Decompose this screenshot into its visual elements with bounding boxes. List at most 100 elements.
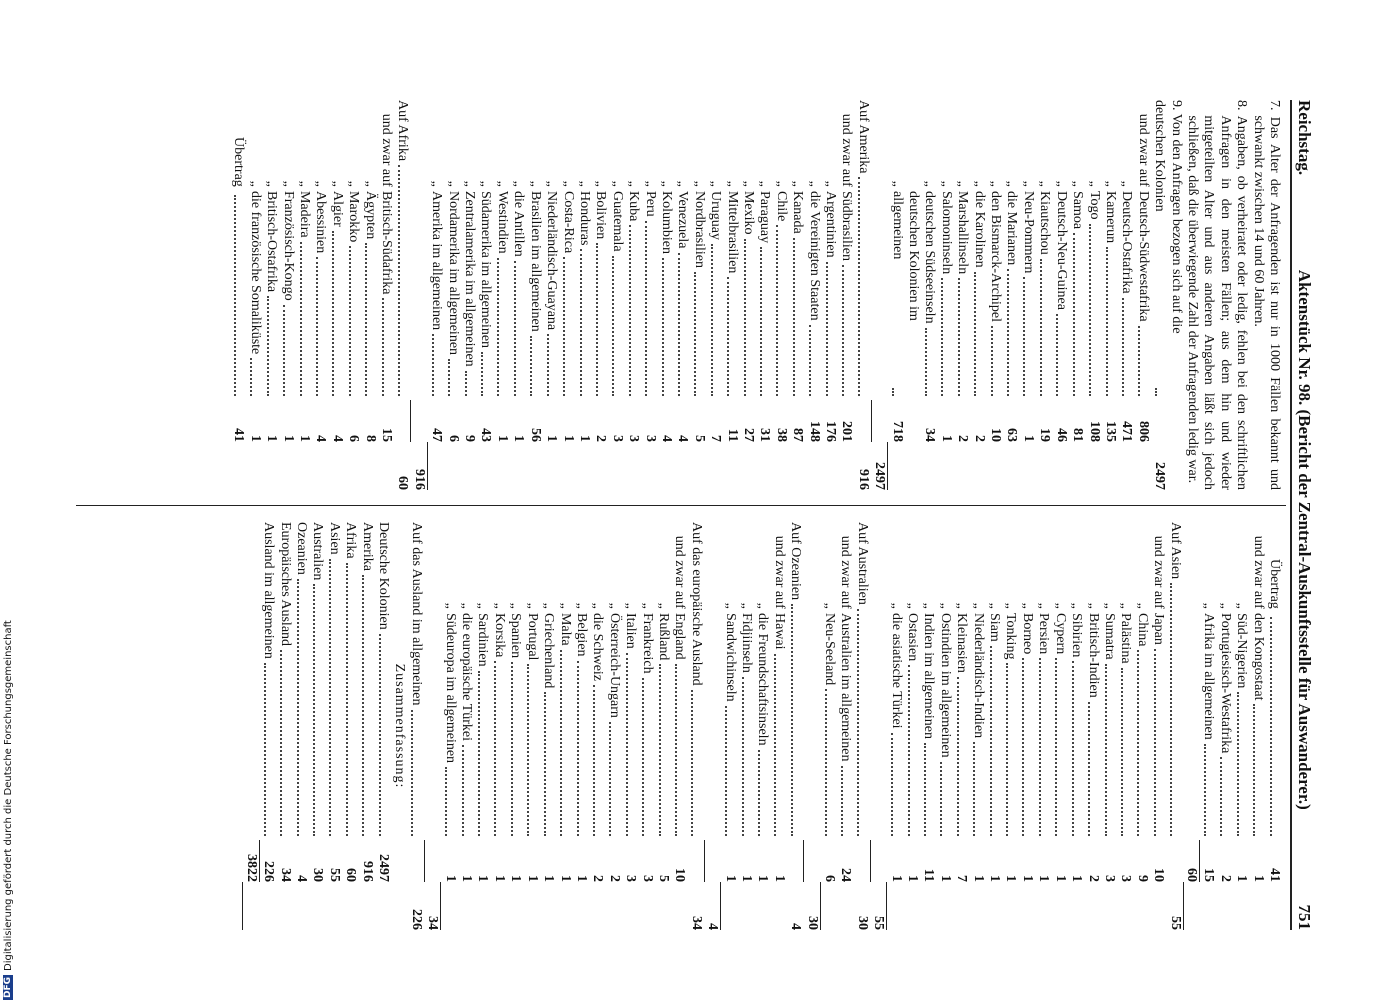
entry-row: „ Indien im allgemeinen 11	[920, 522, 936, 930]
entry-prefix: „	[1086, 180, 1102, 187]
dot-leader	[691, 689, 694, 836]
entry-row: Ausland im allgemeinen 226	[260, 522, 276, 930]
inner-number: 718	[889, 421, 905, 442]
dot-leader	[907, 665, 910, 836]
entry-prefix: „	[362, 180, 378, 187]
entry-label: Algier	[329, 190, 345, 227]
entry-label: Niederländisch-Indien	[970, 612, 986, 739]
entry-prefix: „	[675, 180, 691, 187]
dot-leader	[1007, 269, 1010, 396]
inner-number: 1	[544, 435, 560, 442]
inner-number: 2	[1085, 875, 1101, 882]
entry-prefix: „	[1134, 602, 1150, 609]
entry-row: und zwar auf Deutsch-Südwestafrika 806	[1134, 100, 1151, 490]
entry-prefix: „	[691, 180, 707, 187]
inner-number: 1	[459, 875, 475, 882]
entry-prefix: „	[757, 180, 773, 187]
dot-leader	[563, 257, 566, 396]
entry-prefix: „	[739, 602, 754, 609]
dot-leader	[299, 241, 302, 396]
entry-label: Auf das europäische Ausland	[688, 522, 704, 686]
inner-number	[410, 400, 412, 442]
entry-label: Rußland	[655, 612, 671, 661]
entry-prefix: „	[491, 602, 507, 609]
entry-label: die Vereinigten Staaten	[806, 190, 822, 321]
entry-prefix: „	[313, 180, 329, 187]
entry-row: „ Kiautschou 19	[1036, 100, 1052, 490]
dot-leader	[348, 246, 351, 396]
entry-label: Fidjiinseln	[739, 612, 754, 673]
dot-leader	[595, 243, 598, 396]
dot-leader	[365, 243, 368, 396]
entry-prefix: „	[954, 602, 970, 609]
entry-row: „ die Schweiz 2	[589, 522, 605, 930]
outer-number: 4	[788, 923, 804, 930]
entry-label: Ozeanien	[294, 522, 310, 575]
inner-number: 148	[806, 421, 822, 442]
inner-number: 1	[1234, 875, 1250, 882]
dot-leader	[989, 645, 992, 836]
dot-leader	[280, 650, 283, 836]
dot-leader	[625, 652, 628, 836]
inner-number	[869, 840, 871, 882]
inner-number: 27	[741, 428, 756, 442]
inner-number: 34	[922, 428, 938, 442]
entry-prefix: „	[623, 602, 639, 609]
entry-row: „ Venezuela 4	[674, 100, 690, 490]
entry-prefix: und zwar auf	[1151, 535, 1167, 609]
inner-number: 1	[1019, 875, 1035, 882]
entry-prefix: „	[938, 180, 954, 187]
entry-label: Britisch-Indien	[1085, 612, 1101, 698]
entry-row: „ Uruguay 7	[707, 100, 723, 490]
inner-number: 1	[905, 875, 921, 882]
dot-leader	[510, 662, 513, 836]
inner-number: 24	[838, 868, 854, 882]
entry-label: Ägypten	[362, 190, 378, 240]
entry-row: „ Abessinien 4	[312, 100, 328, 490]
inner-number: 1	[1250, 875, 1266, 882]
dot-leader	[296, 578, 299, 836]
entry-row: „ Frankreich 3	[638, 522, 655, 930]
sum-row: 4	[703, 522, 722, 930]
entry-label: Deutsch-Ostafrika	[1119, 190, 1135, 294]
entry-prefix: „	[459, 602, 475, 609]
outer-number: 916	[410, 442, 428, 490]
entry-prefix: „	[655, 602, 671, 609]
entry-row: und zwar auf Hawai 1	[770, 522, 787, 930]
inner-number: 1	[1036, 875, 1052, 882]
dot-leader	[612, 255, 615, 396]
entry-label: Togo	[1086, 190, 1102, 220]
entry-label: Brasilien im allgemeinen	[527, 190, 543, 332]
entry-row: „ Fidjiinseln 1	[738, 522, 754, 930]
entry-row: und zwar auf Australien im allgemeinen 24	[837, 522, 853, 930]
inner-number: 1	[508, 875, 524, 882]
dot-leader	[481, 352, 484, 396]
inner-number: 11	[921, 868, 937, 882]
dot-leader	[579, 249, 582, 396]
dot-leader	[924, 742, 927, 836]
inner-number	[870, 400, 872, 442]
inner-number: 38	[773, 428, 789, 442]
inner-number: 806	[1135, 421, 1151, 442]
inner-number: 1	[1003, 875, 1019, 882]
entry-row: Übertrag 41	[230, 100, 246, 490]
entry-row: „ Südeuropa im allgemeinen 1	[441, 522, 458, 930]
entry-row: „ Marshallinseln 2	[954, 100, 970, 490]
dot-leader	[378, 633, 381, 836]
entry-row: „ Paraguay 31	[756, 100, 772, 490]
inner-number: 1	[297, 435, 313, 442]
entry-row: „ Ostindien im allgemeinen 1	[936, 522, 953, 930]
dot-leader	[892, 388, 895, 396]
entry-label: Westindien	[494, 190, 510, 254]
dot-leader	[1056, 313, 1059, 396]
entry-row: „ Bolivien 2	[592, 100, 608, 490]
dot-leader	[774, 653, 777, 836]
entry-prefix: „	[573, 602, 589, 609]
entry-row: und zwar auf Südbrasilien 201	[838, 100, 854, 490]
entry-label: Auf Ozeanien	[788, 522, 804, 601]
dot-leader	[332, 230, 335, 396]
entry-label: Portugal	[524, 612, 540, 661]
inner-number: 1	[888, 875, 904, 882]
dot-leader	[609, 721, 612, 836]
entry-label: die Karolinen	[971, 190, 987, 268]
